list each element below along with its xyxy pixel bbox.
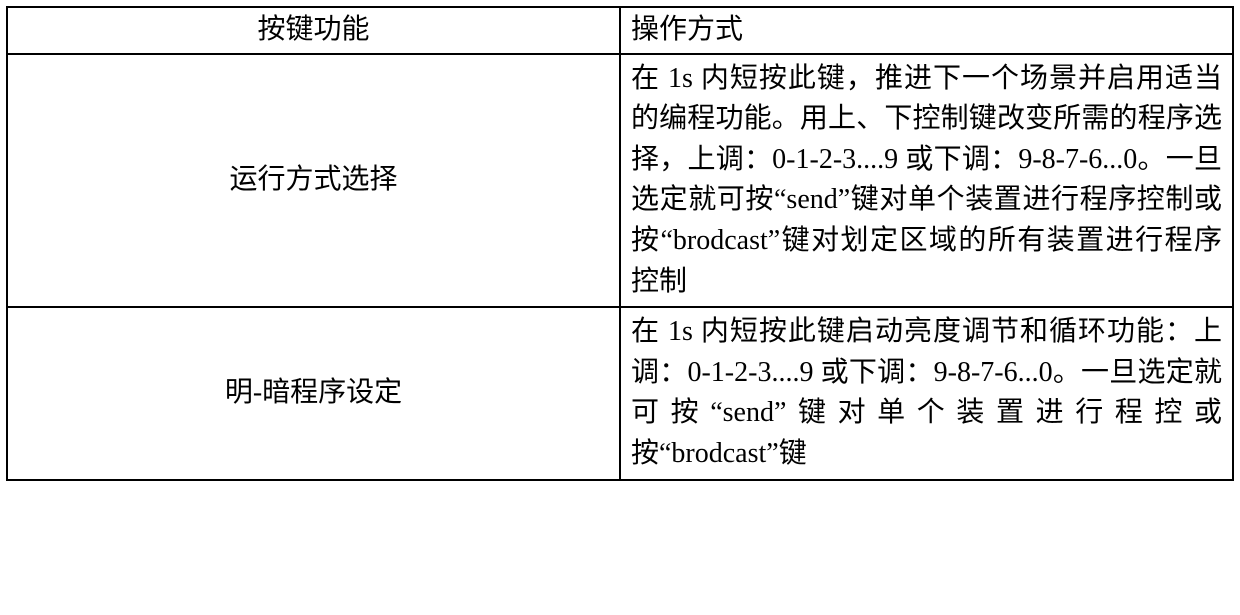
cell-function: 运行方式选择	[7, 54, 620, 308]
col-header-operation: 操作方式	[620, 7, 1233, 54]
cell-function: 明-暗程序设定	[7, 307, 620, 479]
cell-operation: 在 1s 内短按此键启动亮度调节和循环功能：上调：0-1-2-3....9 或下…	[620, 307, 1233, 479]
col-header-function: 按键功能	[7, 7, 620, 54]
key-function-table: 按键功能 操作方式 运行方式选择 在 1s 内短按此键，推进下一个场景并启用适当…	[6, 6, 1234, 481]
table-row: 运行方式选择 在 1s 内短按此键，推进下一个场景并启用适当的编程功能。用上、下…	[7, 54, 1233, 308]
cell-operation: 在 1s 内短按此键，推进下一个场景并启用适当的编程功能。用上、下控制键改变所需…	[620, 54, 1233, 308]
table-row: 明-暗程序设定 在 1s 内短按此键启动亮度调节和循环功能：上调：0-1-2-3…	[7, 307, 1233, 479]
table-header-row: 按键功能 操作方式	[7, 7, 1233, 54]
